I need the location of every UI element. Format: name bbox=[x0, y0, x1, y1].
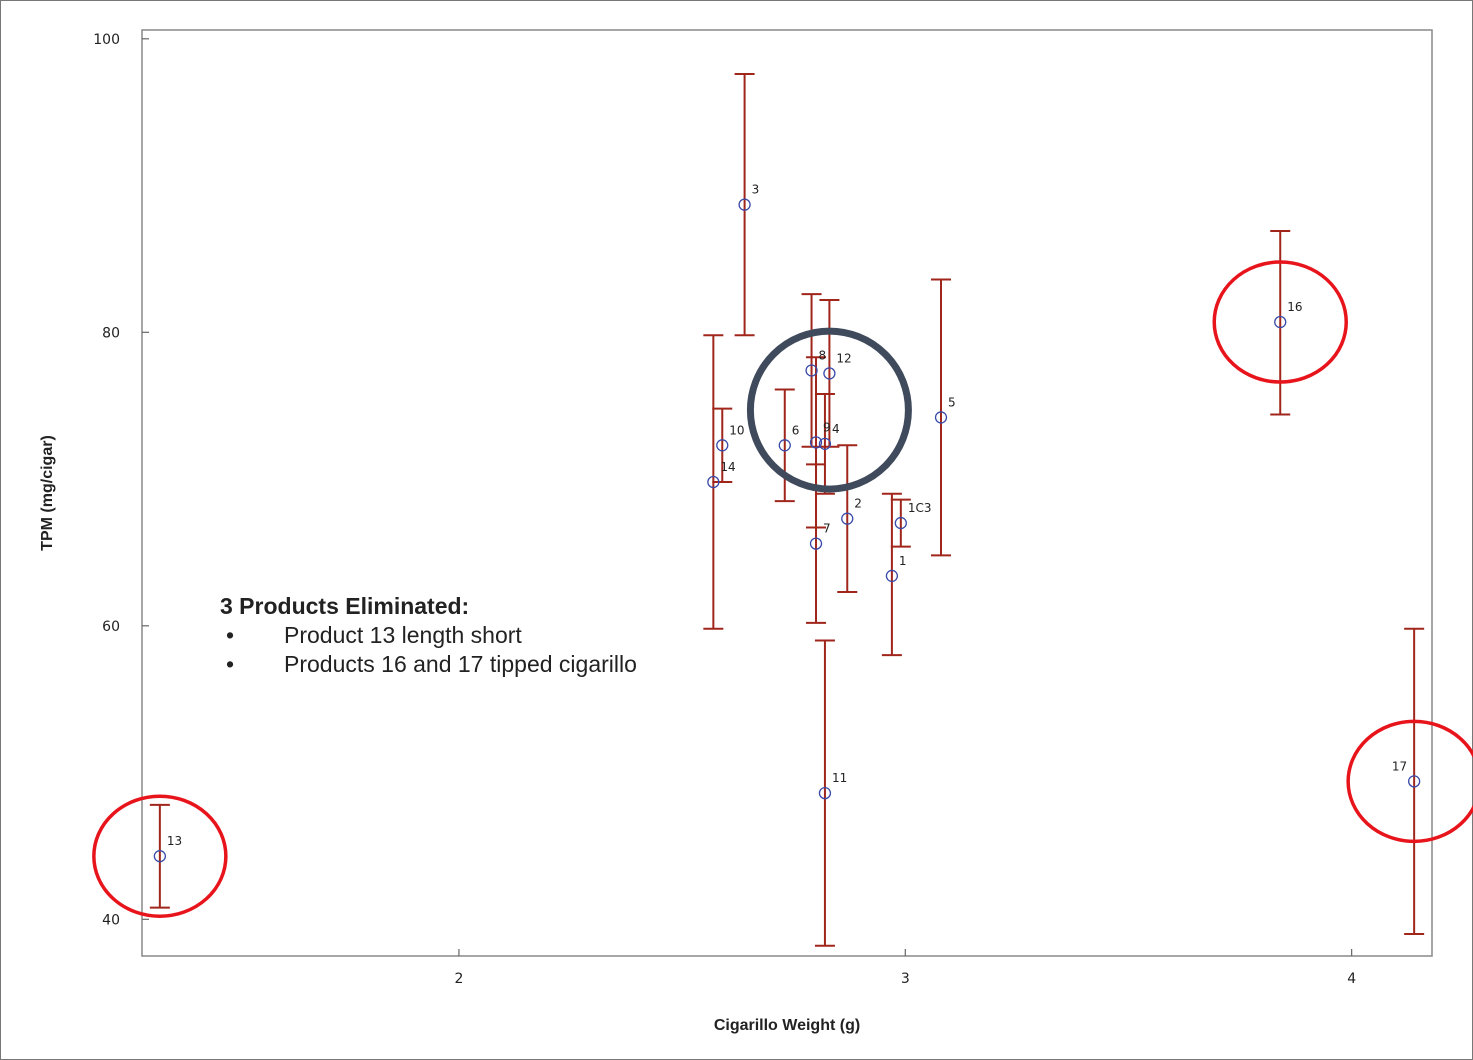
data-point bbox=[1407, 775, 1421, 788]
axis-ticks: 2 3 4 40 60 80 100 bbox=[93, 32, 1356, 987]
point-label: 16 bbox=[1287, 300, 1302, 314]
elimination-note-title: 3 Products Eliminated: bbox=[220, 593, 470, 619]
data-point bbox=[153, 850, 167, 863]
highlight-circle bbox=[1212, 260, 1348, 384]
point-label: 13 bbox=[167, 834, 182, 848]
data-point bbox=[934, 411, 948, 424]
highlight-circles bbox=[92, 260, 1473, 918]
data-point bbox=[818, 786, 832, 800]
point-label: 5 bbox=[948, 395, 956, 409]
elimination-note-item: Product 13 length short bbox=[220, 621, 680, 650]
point-label: 6 bbox=[792, 423, 800, 437]
data-point bbox=[707, 475, 720, 489]
y-tick-label: 80 bbox=[102, 325, 120, 341]
data-point bbox=[716, 439, 729, 452]
y-tick-label: 100 bbox=[93, 32, 120, 48]
elimination-note: 3 Products Eliminated: Product 13 length… bbox=[220, 592, 680, 679]
error-bars bbox=[149, 73, 1425, 947]
highlight-circle bbox=[746, 327, 912, 493]
point-label: 14 bbox=[720, 460, 735, 474]
data-point bbox=[805, 364, 818, 377]
point-label: 1C3 bbox=[908, 501, 932, 515]
data-point bbox=[809, 537, 823, 550]
highlight-circle bbox=[1346, 719, 1473, 844]
point-label: 9 bbox=[823, 420, 831, 434]
point-label: 11 bbox=[832, 771, 847, 785]
point-label: 10 bbox=[729, 423, 744, 437]
data-points: 1 1C3 2 3 4 5 6 7 8 9 10 11 12 13 14 16 17 bbox=[153, 183, 1421, 863]
y-axis-title: TPM (mg/cigar) bbox=[39, 435, 56, 551]
data-point bbox=[841, 512, 854, 525]
data-point bbox=[894, 516, 907, 530]
plot-area bbox=[141, 29, 1433, 957]
data-point bbox=[823, 367, 836, 380]
point-label: 4 bbox=[832, 422, 840, 436]
point-label: 3 bbox=[752, 183, 760, 197]
point-label: 2 bbox=[854, 497, 862, 511]
elimination-note-list: Product 13 length short Products 16 and … bbox=[220, 621, 680, 679]
x-tick-label: 4 bbox=[1347, 971, 1356, 987]
data-point bbox=[738, 198, 751, 211]
elimination-note-item: Products 16 and 17 tipped cigarillo bbox=[220, 650, 680, 679]
y-tick-label: 60 bbox=[102, 619, 120, 635]
x-tick-label: 2 bbox=[454, 971, 463, 987]
highlight-circle bbox=[92, 794, 228, 918]
x-axis-title: Cigarillo Weight (g) bbox=[714, 1017, 860, 1034]
point-label: 17 bbox=[1392, 759, 1407, 773]
point-label: 8 bbox=[819, 348, 827, 362]
data-point bbox=[1274, 315, 1287, 329]
point-label: 7 bbox=[823, 522, 831, 536]
data-point bbox=[778, 439, 791, 452]
data-point bbox=[809, 436, 823, 449]
point-label: 1 bbox=[899, 554, 907, 568]
x-tick-label: 3 bbox=[901, 971, 910, 987]
data-point bbox=[818, 437, 832, 450]
data-point bbox=[885, 569, 899, 583]
y-tick-label: 40 bbox=[102, 912, 120, 928]
point-label: 12 bbox=[836, 351, 851, 365]
